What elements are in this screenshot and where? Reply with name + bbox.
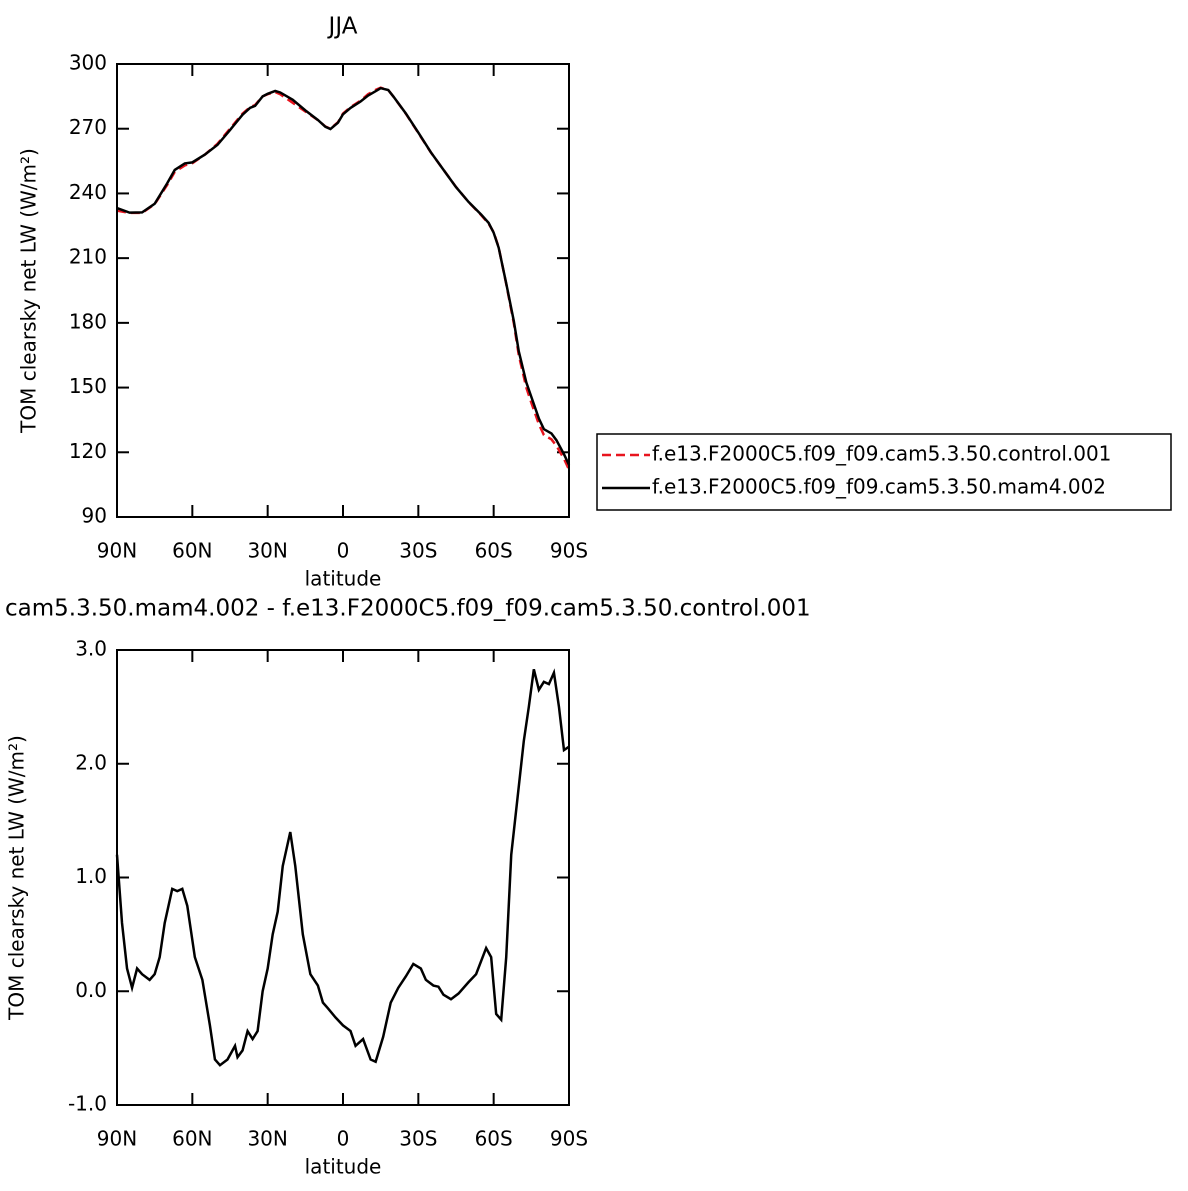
data-line: [116, 86, 571, 471]
x-tick-label: 30S: [399, 539, 437, 563]
x-tick-label: 60S: [475, 1127, 513, 1151]
x-tick-label: 60N: [172, 1127, 212, 1151]
y-axis-label: TOM clearsky net LW (W/m²): [5, 735, 29, 1021]
x-tick-label: 30N: [247, 539, 287, 563]
y-axis-label: TOM clearsky net LW (W/m²): [17, 148, 41, 434]
legend-label: f.e13.F2000C5.f09_f09.cam5.3.50.mam4.002: [652, 475, 1106, 499]
x-tick-label: 60S: [475, 539, 513, 563]
legend-label: f.e13.F2000C5.f09_f09.cam5.3.50.control.…: [652, 442, 1111, 466]
x-tick-label: 90N: [97, 539, 137, 563]
y-tick-label: 270: [69, 115, 107, 139]
y-tick-label: 2.0: [75, 750, 107, 774]
y-tick-label: 240: [69, 180, 107, 204]
chart-title: cam5.3.50.mam4.002 - f.e13.F2000C5.f09_f…: [5, 596, 811, 622]
x-tick-label: 90S: [550, 539, 588, 563]
y-tick-label: 300: [69, 51, 107, 75]
x-axis-label: latitude: [305, 567, 382, 591]
x-axis-label: latitude: [305, 1155, 382, 1179]
y-tick-label: -1.0: [68, 1092, 107, 1116]
data-line: [116, 86, 571, 466]
legend-box: [596, 433, 1172, 511]
y-tick-label: 150: [69, 374, 107, 398]
x-tick-label: 0: [337, 1127, 350, 1151]
x-tick-label: 30N: [247, 1127, 287, 1151]
x-tick-label: 30S: [399, 1127, 437, 1151]
x-tick-label: 0: [337, 539, 350, 563]
data-line: [115, 668, 570, 1067]
y-tick-label: 3.0: [75, 637, 107, 661]
plot-frame: [116, 649, 570, 1106]
x-tick-label: 60N: [172, 539, 212, 563]
x-tick-label: 90S: [550, 1127, 588, 1151]
y-tick-label: 90: [82, 504, 107, 528]
plot-frame: [116, 63, 570, 518]
y-tick-label: 1.0: [75, 864, 107, 888]
y-tick-label: 120: [69, 439, 107, 463]
chart-title: JJA: [327, 14, 358, 40]
y-tick-label: 210: [69, 245, 107, 269]
y-tick-label: 180: [69, 309, 107, 333]
x-tick-label: 90N: [97, 1127, 137, 1151]
y-tick-label: 0.0: [75, 978, 107, 1002]
